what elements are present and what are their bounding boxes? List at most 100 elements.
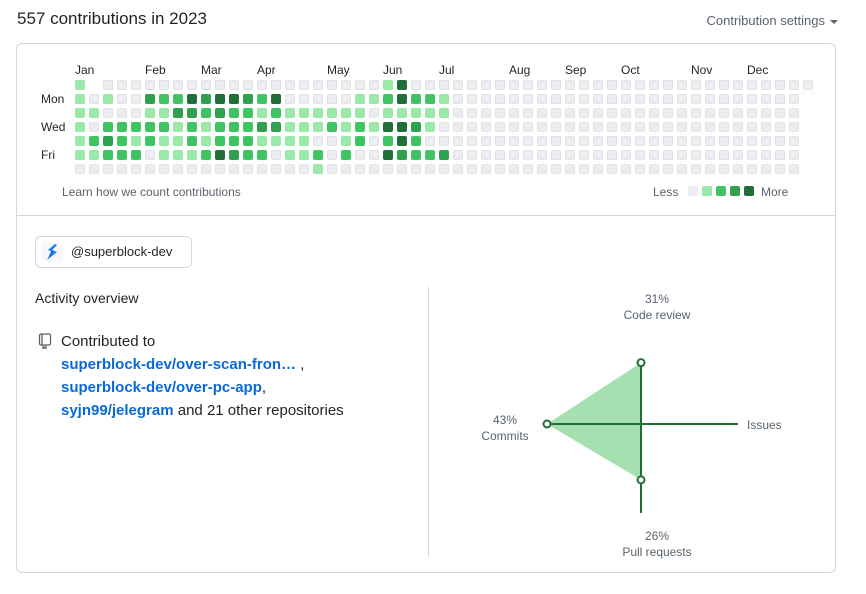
contribution-cell[interactable] bbox=[341, 80, 351, 90]
contribution-cell[interactable] bbox=[481, 80, 491, 90]
contribution-cell[interactable] bbox=[411, 136, 421, 146]
contribution-cell[interactable] bbox=[103, 80, 113, 90]
contribution-cell[interactable] bbox=[173, 122, 183, 132]
contribution-cell[interactable] bbox=[341, 108, 351, 118]
contribution-cell[interactable] bbox=[537, 150, 547, 160]
contribution-cell[interactable] bbox=[299, 150, 309, 160]
contribution-cell[interactable] bbox=[355, 80, 365, 90]
contribution-cell[interactable] bbox=[607, 94, 617, 104]
contribution-cell[interactable] bbox=[243, 94, 253, 104]
contribution-cell[interactable] bbox=[145, 136, 155, 146]
contribution-cell[interactable] bbox=[453, 164, 463, 174]
contribution-cell[interactable] bbox=[593, 108, 603, 118]
contribution-cell[interactable] bbox=[607, 108, 617, 118]
contribution-cell[interactable] bbox=[201, 150, 211, 160]
contribution-cell[interactable] bbox=[271, 164, 281, 174]
contribution-cell[interactable] bbox=[103, 136, 113, 146]
contribution-cell[interactable] bbox=[159, 122, 169, 132]
contribution-cell[interactable] bbox=[285, 94, 295, 104]
contribution-cell[interactable] bbox=[327, 150, 337, 160]
contribution-cell[interactable] bbox=[425, 150, 435, 160]
contribution-cell[interactable] bbox=[89, 164, 99, 174]
contribution-cell[interactable] bbox=[733, 122, 743, 132]
contribution-cell[interactable] bbox=[733, 164, 743, 174]
contribution-cell[interactable] bbox=[467, 122, 477, 132]
contribution-cell[interactable] bbox=[523, 164, 533, 174]
contribution-cell[interactable] bbox=[523, 94, 533, 104]
contribution-cell[interactable] bbox=[327, 136, 337, 146]
contribution-cell[interactable] bbox=[341, 122, 351, 132]
contribution-cell[interactable] bbox=[663, 80, 673, 90]
contribution-cell[interactable] bbox=[75, 164, 85, 174]
contribution-cell[interactable] bbox=[551, 164, 561, 174]
contribution-cell[interactable] bbox=[75, 80, 85, 90]
contribution-cell[interactable] bbox=[691, 164, 701, 174]
contribution-cell[interactable] bbox=[551, 122, 561, 132]
contribution-cell[interactable] bbox=[495, 108, 505, 118]
contribution-cell[interactable] bbox=[775, 108, 785, 118]
contribution-cell[interactable] bbox=[789, 150, 799, 160]
contribution-cell[interactable] bbox=[327, 80, 337, 90]
contribution-cell[interactable] bbox=[313, 164, 323, 174]
contribution-cell[interactable] bbox=[131, 136, 141, 146]
contribution-cell[interactable] bbox=[397, 164, 407, 174]
contribution-cell[interactable] bbox=[341, 136, 351, 146]
contribution-cell[interactable] bbox=[271, 94, 281, 104]
contribution-cell[interactable] bbox=[775, 94, 785, 104]
contribution-cell[interactable] bbox=[593, 94, 603, 104]
contribution-cell[interactable] bbox=[509, 136, 519, 146]
org-filter-button[interactable]: @superblock-dev bbox=[35, 236, 192, 268]
contribution-cell[interactable] bbox=[761, 150, 771, 160]
contribution-cell[interactable] bbox=[621, 164, 631, 174]
contribution-cell[interactable] bbox=[705, 150, 715, 160]
contribution-cell[interactable] bbox=[187, 94, 197, 104]
contribution-cell[interactable] bbox=[159, 150, 169, 160]
contribution-cell[interactable] bbox=[593, 122, 603, 132]
contribution-cell[interactable] bbox=[369, 150, 379, 160]
contribution-cell[interactable] bbox=[439, 122, 449, 132]
contribution-cell[interactable] bbox=[495, 122, 505, 132]
contribution-cell[interactable] bbox=[747, 108, 757, 118]
contribution-cell[interactable] bbox=[103, 122, 113, 132]
contribution-cell[interactable] bbox=[649, 94, 659, 104]
contribution-cell[interactable] bbox=[439, 164, 449, 174]
contribution-cell[interactable] bbox=[593, 80, 603, 90]
contribution-cell[interactable] bbox=[397, 122, 407, 132]
contribution-cell[interactable] bbox=[803, 80, 813, 90]
contribution-cell[interactable] bbox=[509, 108, 519, 118]
contribution-cell[interactable] bbox=[215, 108, 225, 118]
contribution-cell[interactable] bbox=[705, 94, 715, 104]
contribution-cell[interactable] bbox=[103, 108, 113, 118]
contribution-cell[interactable] bbox=[621, 122, 631, 132]
contribution-cell[interactable] bbox=[719, 80, 729, 90]
contribution-cell[interactable] bbox=[719, 108, 729, 118]
contribution-cell[interactable] bbox=[677, 150, 687, 160]
contribution-cell[interactable] bbox=[635, 136, 645, 146]
contribution-cell[interactable] bbox=[467, 94, 477, 104]
contribution-cell[interactable] bbox=[131, 80, 141, 90]
contribution-cell[interactable] bbox=[607, 122, 617, 132]
contribution-cell[interactable] bbox=[593, 164, 603, 174]
contribution-cell[interactable] bbox=[481, 108, 491, 118]
contribution-cell[interactable] bbox=[705, 164, 715, 174]
contribution-cell[interactable] bbox=[117, 164, 127, 174]
contribution-cell[interactable] bbox=[453, 94, 463, 104]
contribution-cell[interactable] bbox=[215, 150, 225, 160]
contribution-cell[interactable] bbox=[551, 136, 561, 146]
contribution-cell[interactable] bbox=[789, 80, 799, 90]
contribution-cell[interactable] bbox=[327, 122, 337, 132]
contribution-cell[interactable] bbox=[733, 150, 743, 160]
contribution-cell[interactable] bbox=[649, 136, 659, 146]
contribution-cell[interactable] bbox=[299, 136, 309, 146]
contribution-cell[interactable] bbox=[117, 136, 127, 146]
contribution-cell[interactable] bbox=[607, 80, 617, 90]
contribution-cell[interactable] bbox=[761, 108, 771, 118]
contribution-cell[interactable] bbox=[691, 108, 701, 118]
contribution-cell[interactable] bbox=[635, 150, 645, 160]
contribution-cell[interactable] bbox=[747, 136, 757, 146]
contribution-cell[interactable] bbox=[117, 108, 127, 118]
contribution-cell[interactable] bbox=[327, 164, 337, 174]
contribution-cell[interactable] bbox=[229, 122, 239, 132]
contribution-cell[interactable] bbox=[621, 108, 631, 118]
contribution-cell[interactable] bbox=[313, 108, 323, 118]
